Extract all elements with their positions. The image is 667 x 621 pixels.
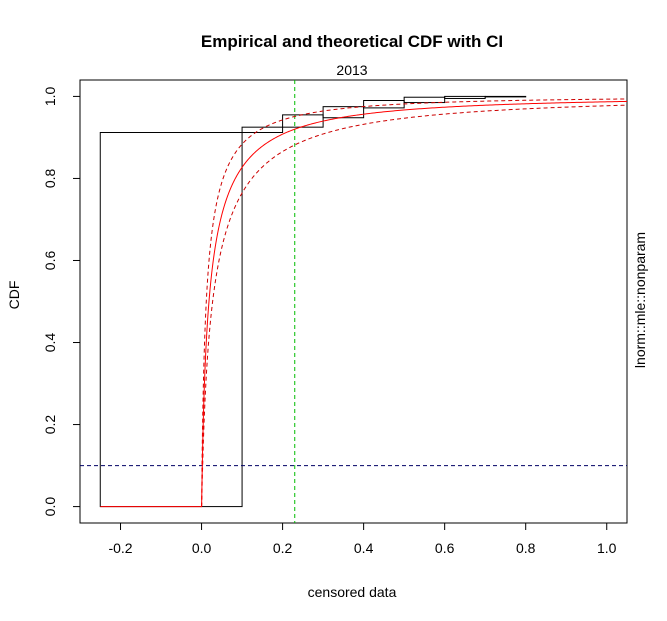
y-tick-label: 0.8 bbox=[42, 169, 58, 189]
y-tick-label: 0.2 bbox=[42, 415, 58, 435]
empirical-rect bbox=[282, 114, 324, 128]
empirical-rect bbox=[484, 95, 527, 98]
empirical-rect bbox=[403, 96, 446, 104]
x-tick-label: 0.8 bbox=[516, 540, 536, 556]
chart-subtitle: 2013 bbox=[336, 62, 367, 78]
empirical-rect bbox=[241, 126, 284, 134]
y-tick-label: 0.6 bbox=[42, 251, 58, 271]
x-tick-label: 0.6 bbox=[435, 540, 455, 556]
y-tick-label: 0.0 bbox=[42, 497, 58, 517]
plot-layer: -0.2 0.0 0.2 0.4 0.6 0.8 1.0 0.0 0.2 0.4 0.6 0.8 1.0 bbox=[42, 79, 628, 556]
y-tick-label: 0.4 bbox=[42, 333, 58, 353]
y-tick-label: 1.0 bbox=[42, 86, 58, 106]
theoretical-cdf-curve bbox=[100, 100, 628, 508]
empirical-rect bbox=[444, 95, 486, 99]
x-tick-label: -0.2 bbox=[108, 540, 132, 556]
x-axis-label: censored data bbox=[308, 584, 397, 600]
chart-title: Empirical and theoretical CDF with CI bbox=[201, 32, 503, 51]
x-tick-label: 0.0 bbox=[192, 540, 212, 556]
plot-frame bbox=[79, 79, 628, 524]
y-axis-label: CDF bbox=[6, 281, 22, 310]
right-margin-label: lnorm::mle::nonparam bbox=[632, 232, 648, 368]
x-tick-label: 0.2 bbox=[273, 540, 293, 556]
ci-lower-curve bbox=[201, 104, 628, 507]
x-tick-label: 0.4 bbox=[354, 540, 374, 556]
empirical-rect bbox=[99, 132, 243, 508]
empirical-rect bbox=[322, 106, 365, 119]
x-tick-label: 1.0 bbox=[597, 540, 617, 556]
ci-upper-curve bbox=[201, 98, 628, 507]
